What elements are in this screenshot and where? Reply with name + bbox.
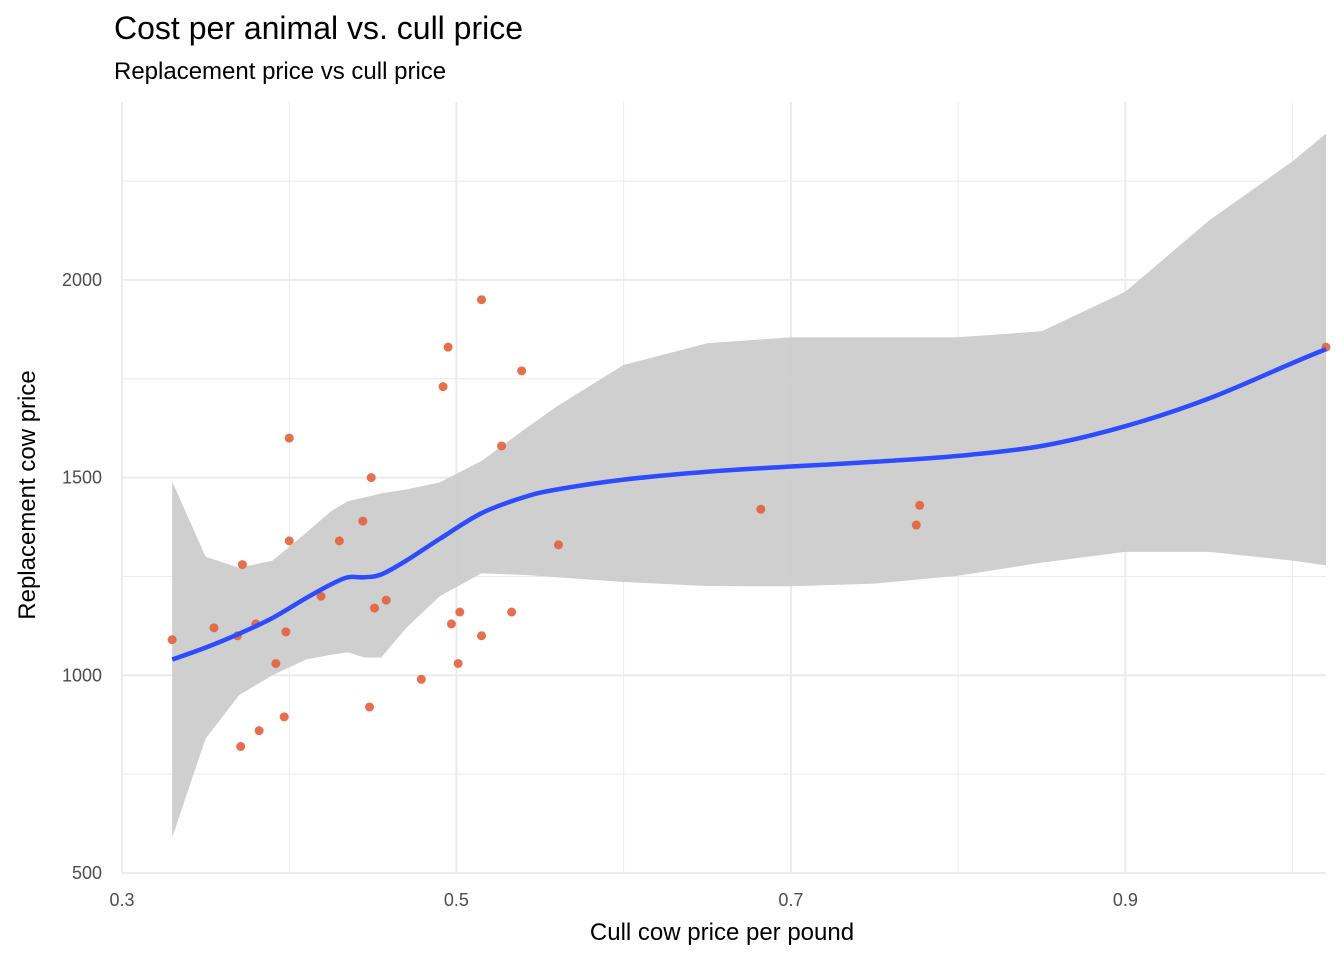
data-point [279,712,289,722]
data-point [455,607,465,617]
data-point [284,433,294,443]
data-point [254,726,264,736]
data-points [167,295,1331,751]
y-tick-label: 500 [72,863,102,883]
x-tick-label: 0.7 [778,890,803,910]
x-tick-label: 0.3 [109,890,134,910]
data-point [438,382,448,392]
data-point [477,295,487,305]
y-axis-title: Replacement cow price [14,370,41,619]
data-point [358,516,368,526]
confidence-ribbon [172,133,1327,838]
x-tick-label: 0.5 [444,890,469,910]
data-point [477,631,487,641]
data-point [453,658,463,668]
data-point [366,473,376,483]
data-point [446,619,456,629]
data-point [281,627,291,637]
data-point [497,441,507,451]
y-axis-ticks: 500 1000 1500 2000 [62,270,102,883]
chart-title: Cost per animal vs. cull price [114,10,524,46]
data-point [756,504,766,514]
data-point [364,702,374,712]
data-point [517,366,527,376]
data-point [316,591,326,601]
data-point [370,603,380,613]
x-axis-ticks: 0.3 0.5 0.7 0.9 [109,890,1137,910]
y-tick-label: 2000 [62,270,102,290]
data-point [167,635,177,645]
data-point [553,540,563,550]
data-point [209,623,219,633]
x-tick-label: 0.9 [1113,890,1138,910]
y-tick-label: 1500 [62,468,102,488]
smooth-trend-line [171,347,1327,662]
y-tick-label: 1000 [62,665,102,685]
chart-subtitle: Replacement price vs cull price [114,58,447,85]
data-point [911,520,921,530]
data-point [334,536,344,546]
data-point [915,500,925,510]
data-point [381,595,391,605]
data-point [271,658,281,668]
data-point [416,674,426,684]
x-axis-title: Cull cow price per pound [590,919,854,946]
data-point [284,536,294,546]
data-point [443,342,453,352]
data-point [236,741,246,751]
data-point [237,560,247,570]
data-point [507,607,517,617]
